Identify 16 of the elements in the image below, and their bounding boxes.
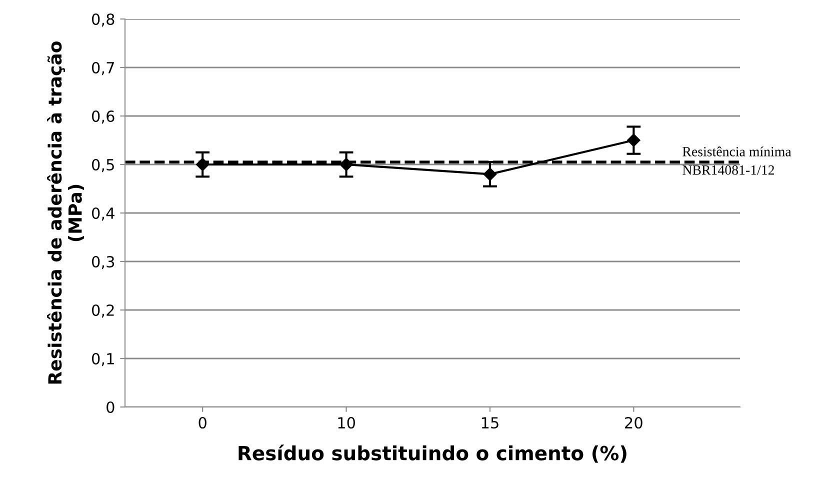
x-tick-label: 0 [198,416,206,429]
y-tick-label: 0,5 [92,158,114,172]
y-tick-label: 0,3 [92,256,114,270]
y-tick-label: 0,6 [92,110,114,124]
x-tick-label: 20 [625,416,642,429]
y-tick-label: 0,7 [92,62,114,76]
ref-line-label: Resistência mínima NBR14081-1/12 [682,146,792,175]
y-axis-title: Resistência de aderência à tração (MPa) [47,41,84,384]
y-tick-label: 0,8 [92,13,114,27]
y-tick-label: 0,2 [92,304,114,318]
x-tick-label: 10 [338,416,355,429]
y-tick-label: 0,4 [92,207,114,221]
y-tick-label: 0,1 [92,352,114,366]
x-tick-label: 15 [482,417,498,429]
x-axis-title: Resíduo substituindo o cimento (%) [238,444,626,463]
y-tick-label: 0 [106,401,114,414]
